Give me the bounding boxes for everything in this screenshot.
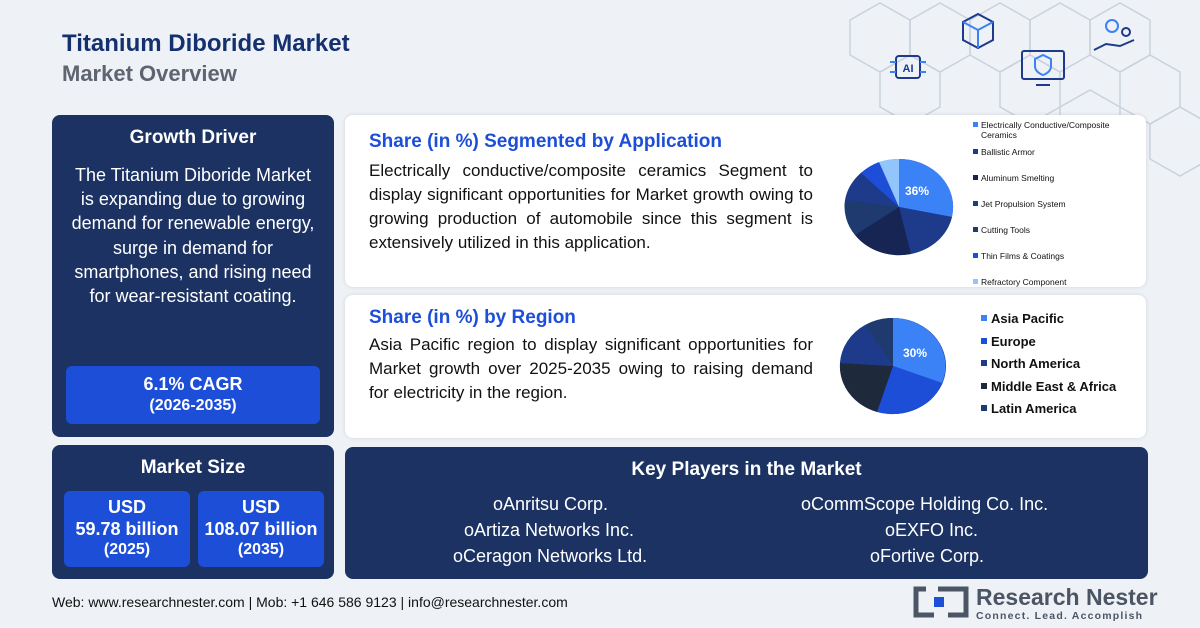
- region-pie-chart: 30%: [839, 317, 946, 415]
- svg-text:AI: AI: [903, 63, 914, 75]
- logo-tagline: Connect. Lead. Accomplish: [976, 610, 1144, 622]
- market-size-heading: Market Size: [140, 457, 246, 478]
- pie-slice: [861, 162, 899, 207]
- application-legend: Electrically Conductive/Composite Cerami…: [973, 120, 1143, 287]
- legend-swatch: [973, 122, 978, 127]
- market-size-currency: USD: [107, 497, 146, 517]
- security-monitor-icon: [1018, 45, 1068, 96]
- legend-item: Cutting Tools: [973, 225, 1143, 235]
- legend-item: Electrically Conductive/Composite Cerami…: [973, 120, 1143, 140]
- player-item: oFortive Corp.: [870, 546, 985, 566]
- legend-item: Asia Pacific: [981, 311, 1141, 327]
- pie-label: 36%: [905, 184, 929, 198]
- legend-swatch: [973, 253, 978, 258]
- application-share-card: Share (in %) Segmented by Application El…: [345, 115, 1146, 287]
- research-nester-logo: Research Nester Connect. Lead. Accomplis…: [912, 583, 1158, 623]
- growth-driver-card: Growth Driver The Titanium Diboride Mark…: [52, 115, 334, 437]
- application-pie-chart: 36%: [844, 158, 954, 256]
- title-block: Titanium Diboride Market Market Overview: [62, 30, 350, 88]
- pie-slice: [899, 158, 954, 217]
- cagr-period: (2026-2035): [149, 397, 237, 414]
- application-text: Electrically conductive/composite cerami…: [369, 161, 813, 252]
- market-size-2025: USD 59.78 billion (2025): [64, 491, 190, 567]
- page-title: Titanium Diboride Market: [62, 30, 350, 57]
- application-heading: Share (in %) Segmented by Application: [369, 131, 722, 152]
- legend-item: Refractory Component: [973, 277, 1143, 287]
- player-item: oCommScope Holding Co. Inc.: [801, 494, 1049, 514]
- legend-swatch: [981, 405, 987, 412]
- pie-label: 30%: [903, 346, 927, 360]
- legend-swatch: [973, 175, 978, 180]
- legend-swatch: [973, 227, 978, 232]
- player-item: oEXFO Inc.: [885, 520, 979, 540]
- pie-slice: [845, 173, 899, 207]
- page-subtitle: Market Overview: [62, 61, 237, 86]
- market-size-2035: USD 108.07 billion (2035): [198, 491, 324, 567]
- market-size-year: (2025): [103, 541, 151, 558]
- key-players-card: Key Players in the Market oAnritsu Corp.…: [345, 447, 1148, 579]
- pie-slice: [879, 158, 899, 207]
- legend-item: Jet Propulsion System: [973, 199, 1143, 209]
- legend-swatch: [981, 315, 987, 321]
- player-item: oCeragon Networks Ltd.: [453, 546, 648, 566]
- player-item: oAnritsu Corp.: [493, 494, 609, 514]
- legend-swatch: [981, 382, 987, 389]
- pie-slice: [855, 207, 911, 256]
- hand-gear-icon: [1090, 10, 1140, 65]
- growth-driver-text: The Titanium Diboride Market is expandin…: [71, 165, 315, 307]
- growth-driver-heading: Growth Driver: [129, 127, 257, 148]
- region-share-card: Share (in %) by Region Asia Pacific regi…: [345, 295, 1146, 438]
- legend-item: Europe: [981, 334, 1141, 350]
- legend-item: Ballistic Armor: [973, 147, 1143, 157]
- pie-slice: [844, 200, 899, 235]
- pie-slice: [877, 366, 942, 415]
- pie-slice: [839, 363, 893, 412]
- footer-contact: Web: www.researchnester.com | Mob: +1 64…: [52, 594, 568, 610]
- logo-mark-icon: [913, 586, 969, 618]
- legend-swatch: [981, 360, 987, 367]
- legend-item: Middle East & Africa: [981, 379, 1141, 395]
- key-players-heading: Key Players in the Market: [631, 459, 862, 480]
- legend-swatch: [981, 337, 987, 344]
- legend-item: Aluminum Smelting: [973, 173, 1143, 183]
- market-size-value: 59.78 billion: [75, 519, 179, 539]
- ai-chip-icon: AI: [888, 50, 928, 91]
- pie-slice: [865, 317, 893, 366]
- region-text: Asia Pacific region to display significa…: [369, 335, 813, 402]
- cagr-value: 6.1% CAGR: [143, 374, 243, 394]
- player-item: oArtiza Networks Inc.: [464, 520, 635, 540]
- legend-swatch: [973, 201, 978, 206]
- market-size-currency: USD: [241, 497, 280, 517]
- cagr-badge: 6.1% CAGR (2026-2035): [66, 366, 320, 424]
- region-legend: Asia Pacific Europe North America Middle…: [981, 311, 1141, 424]
- pie-slice: [840, 325, 893, 366]
- pie-slice: [893, 318, 946, 383]
- market-size-value: 108.07 billion: [204, 519, 318, 539]
- legend-swatch: [973, 149, 978, 154]
- legend-item: North America: [981, 356, 1141, 372]
- logo-name: Research Nester: [976, 584, 1158, 610]
- legend-item: Thin Films & Coatings: [973, 251, 1143, 261]
- cube-network-icon: [955, 10, 1001, 61]
- region-heading: Share (in %) by Region: [369, 307, 576, 328]
- market-size-year: (2035): [237, 541, 285, 558]
- pie-slice: [899, 207, 952, 254]
- market-size-card: Market Size USD 59.78 billion (2025) USD…: [52, 445, 334, 579]
- legend-item: Latin America: [981, 401, 1141, 417]
- legend-swatch: [973, 279, 978, 284]
